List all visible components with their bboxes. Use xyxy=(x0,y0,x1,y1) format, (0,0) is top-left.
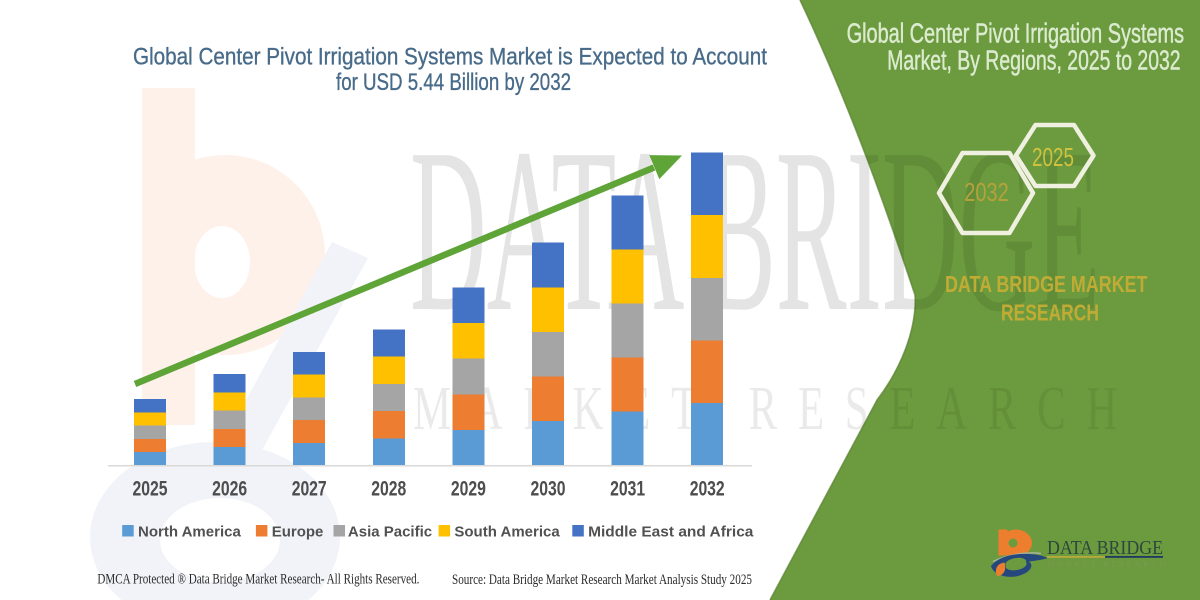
svg-text:Asia Pacific: Asia Pacific xyxy=(348,524,432,541)
svg-text:Market, By Regions, 2025 to 20: Market, By Regions, 2025 to 2032 xyxy=(887,45,1180,76)
svg-text:2031: 2031 xyxy=(610,477,645,501)
svg-text:2027: 2027 xyxy=(292,477,327,501)
svg-text:2026: 2026 xyxy=(212,477,247,501)
svg-text:DATA BRIDGE MARKET: DATA BRIDGE MARKET xyxy=(945,271,1148,297)
svg-text:2032: 2032 xyxy=(964,179,1008,207)
svg-text:for USD 5.44 Billion by 2032: for USD 5.44 Billion by 2032 xyxy=(336,69,571,96)
svg-text:2030: 2030 xyxy=(531,477,566,501)
svg-text:South America: South America xyxy=(454,524,560,541)
svg-text:2029: 2029 xyxy=(451,477,486,501)
svg-text:2025: 2025 xyxy=(133,477,168,501)
svg-text:DATA BRIDGE: DATA BRIDGE xyxy=(1047,537,1163,559)
svg-text:RESEARCH: RESEARCH xyxy=(1001,300,1099,326)
svg-text:2025: 2025 xyxy=(1032,144,1074,172)
svg-text:Middle East and Africa: Middle East and Africa xyxy=(588,524,754,541)
svg-text:DMCA Protected ® Data Bridge M: DMCA Protected ® Data Bridge Market Rese… xyxy=(97,572,419,588)
svg-text:MARKET RESEARCH: MARKET RESEARCH xyxy=(1047,559,1168,569)
svg-text:2032: 2032 xyxy=(690,477,725,501)
svg-text:Global Center Pivot Irrigation: Global Center Pivot Irrigation Systems xyxy=(847,18,1185,49)
svg-text:2028: 2028 xyxy=(371,477,406,501)
svg-text:Global Center Pivot Irrigation: Global Center Pivot Irrigation Systems M… xyxy=(133,44,767,71)
svg-text:Europe: Europe xyxy=(272,524,324,541)
svg-text:North America: North America xyxy=(138,524,241,541)
svg-text:Source: Data Bridge Market Res: Source: Data Bridge Market Research Mark… xyxy=(452,572,752,588)
